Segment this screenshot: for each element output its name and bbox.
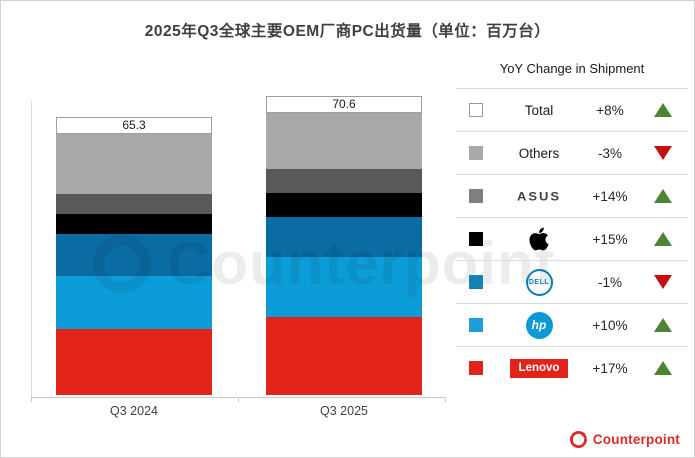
hp-logo: hp [496, 311, 582, 339]
yoy-change-value: +17% [592, 360, 628, 376]
x-axis-tick [445, 398, 446, 402]
x-axis-tick [238, 398, 239, 402]
legend-swatch-total [469, 103, 483, 117]
legend-row-hp: hp +10% [456, 303, 688, 346]
bar-segment-apple [56, 213, 212, 234]
legend-row-others: Others -3% [456, 131, 688, 174]
yoy-change-value: +15% [592, 231, 628, 247]
bar-segment-others [266, 112, 422, 170]
bar-segment-asus [56, 193, 212, 214]
counterpoint-logo: Counterpoint [569, 431, 680, 448]
legend-row-asus: ASUS +14% [456, 174, 688, 217]
bar-total-label: 70.6 [266, 95, 422, 113]
legend-row-dell: DELL -1% [456, 260, 688, 303]
triangle-up-icon [654, 318, 672, 332]
dell-logo: DELL [496, 268, 582, 296]
x-axis-line [31, 397, 446, 398]
triangle-down-icon [654, 275, 672, 289]
bar-segment-lenovo [56, 329, 212, 395]
x-axis-label: Q3 2025 [320, 404, 368, 418]
triangle-down-icon [654, 146, 672, 160]
legend-panel: YoY Change in Shipment Total +8% Others -3%… [456, 61, 688, 389]
bar-segment-dell [266, 216, 422, 257]
stacked-bar-q3-2024: 65.3 [56, 116, 212, 395]
triangle-up-icon [654, 103, 672, 117]
x-axis-tick [31, 398, 32, 402]
bar-segment-dell [56, 233, 212, 276]
apple-icon [529, 227, 549, 251]
bar-segment-others [56, 133, 212, 194]
legend-row-lenovo: Lenovo +17% [456, 346, 688, 389]
legend-swatch-dell [469, 275, 483, 289]
lenovo-wordmark: Lenovo [509, 358, 569, 378]
triangle-up-icon [654, 361, 672, 375]
yoy-change-value: +8% [596, 102, 624, 118]
y-axis-line [31, 101, 32, 397]
x-axis-label: Q3 2024 [110, 404, 158, 418]
hp-wordmark: hp [525, 311, 553, 339]
legend-label-total: Total [496, 103, 582, 118]
legend-swatch-hp [469, 318, 483, 332]
dell-wordmark: DELL [525, 268, 553, 296]
legend-row-apple: +15% [456, 217, 688, 260]
counterpoint-ring-icon [569, 431, 587, 448]
bar-total-label: 65.3 [56, 116, 212, 134]
yoy-change-value: -1% [597, 274, 622, 290]
bar-segment-apple [266, 192, 422, 217]
brand-label: Total [524, 102, 554, 118]
stacked-bar-q3-2025: 70.6 [266, 95, 422, 395]
legend-row-total: Total +8% [456, 88, 688, 131]
bar-segment-lenovo [266, 316, 422, 395]
bar-segment-asus [266, 169, 422, 193]
legend-swatch-apple [469, 232, 483, 246]
triangle-up-icon [654, 189, 672, 203]
brand-label: Others [518, 145, 560, 161]
bar-segment-hp [266, 256, 422, 317]
legend-rows: Total +8% Others -3% ASUS +14% +15% DELL -1% hp +1… [456, 88, 688, 389]
chart-title: 2025年Q3全球主要OEM厂商PC出货量（单位：百万台） [144, 23, 551, 40]
asus-logo: ASUS [496, 189, 582, 204]
legend-label-others: Others [496, 146, 582, 161]
legend-swatch-others [469, 146, 483, 160]
apple-logo-icon [496, 226, 582, 252]
triangle-up-icon [654, 232, 672, 246]
yoy-change-value: +10% [592, 317, 628, 333]
yoy-change-value: -3% [597, 145, 622, 161]
asus-wordmark: ASUS [516, 189, 562, 203]
legend-header: YoY Change in Shipment [499, 61, 645, 76]
bar-segment-hp [56, 275, 212, 329]
yoy-change-value: +14% [592, 188, 628, 204]
lenovo-logo: Lenovo [496, 358, 582, 378]
legend-swatch-asus [469, 189, 483, 203]
counterpoint-wordmark: Counterpoint [592, 432, 680, 447]
legend-swatch-lenovo [469, 361, 483, 375]
